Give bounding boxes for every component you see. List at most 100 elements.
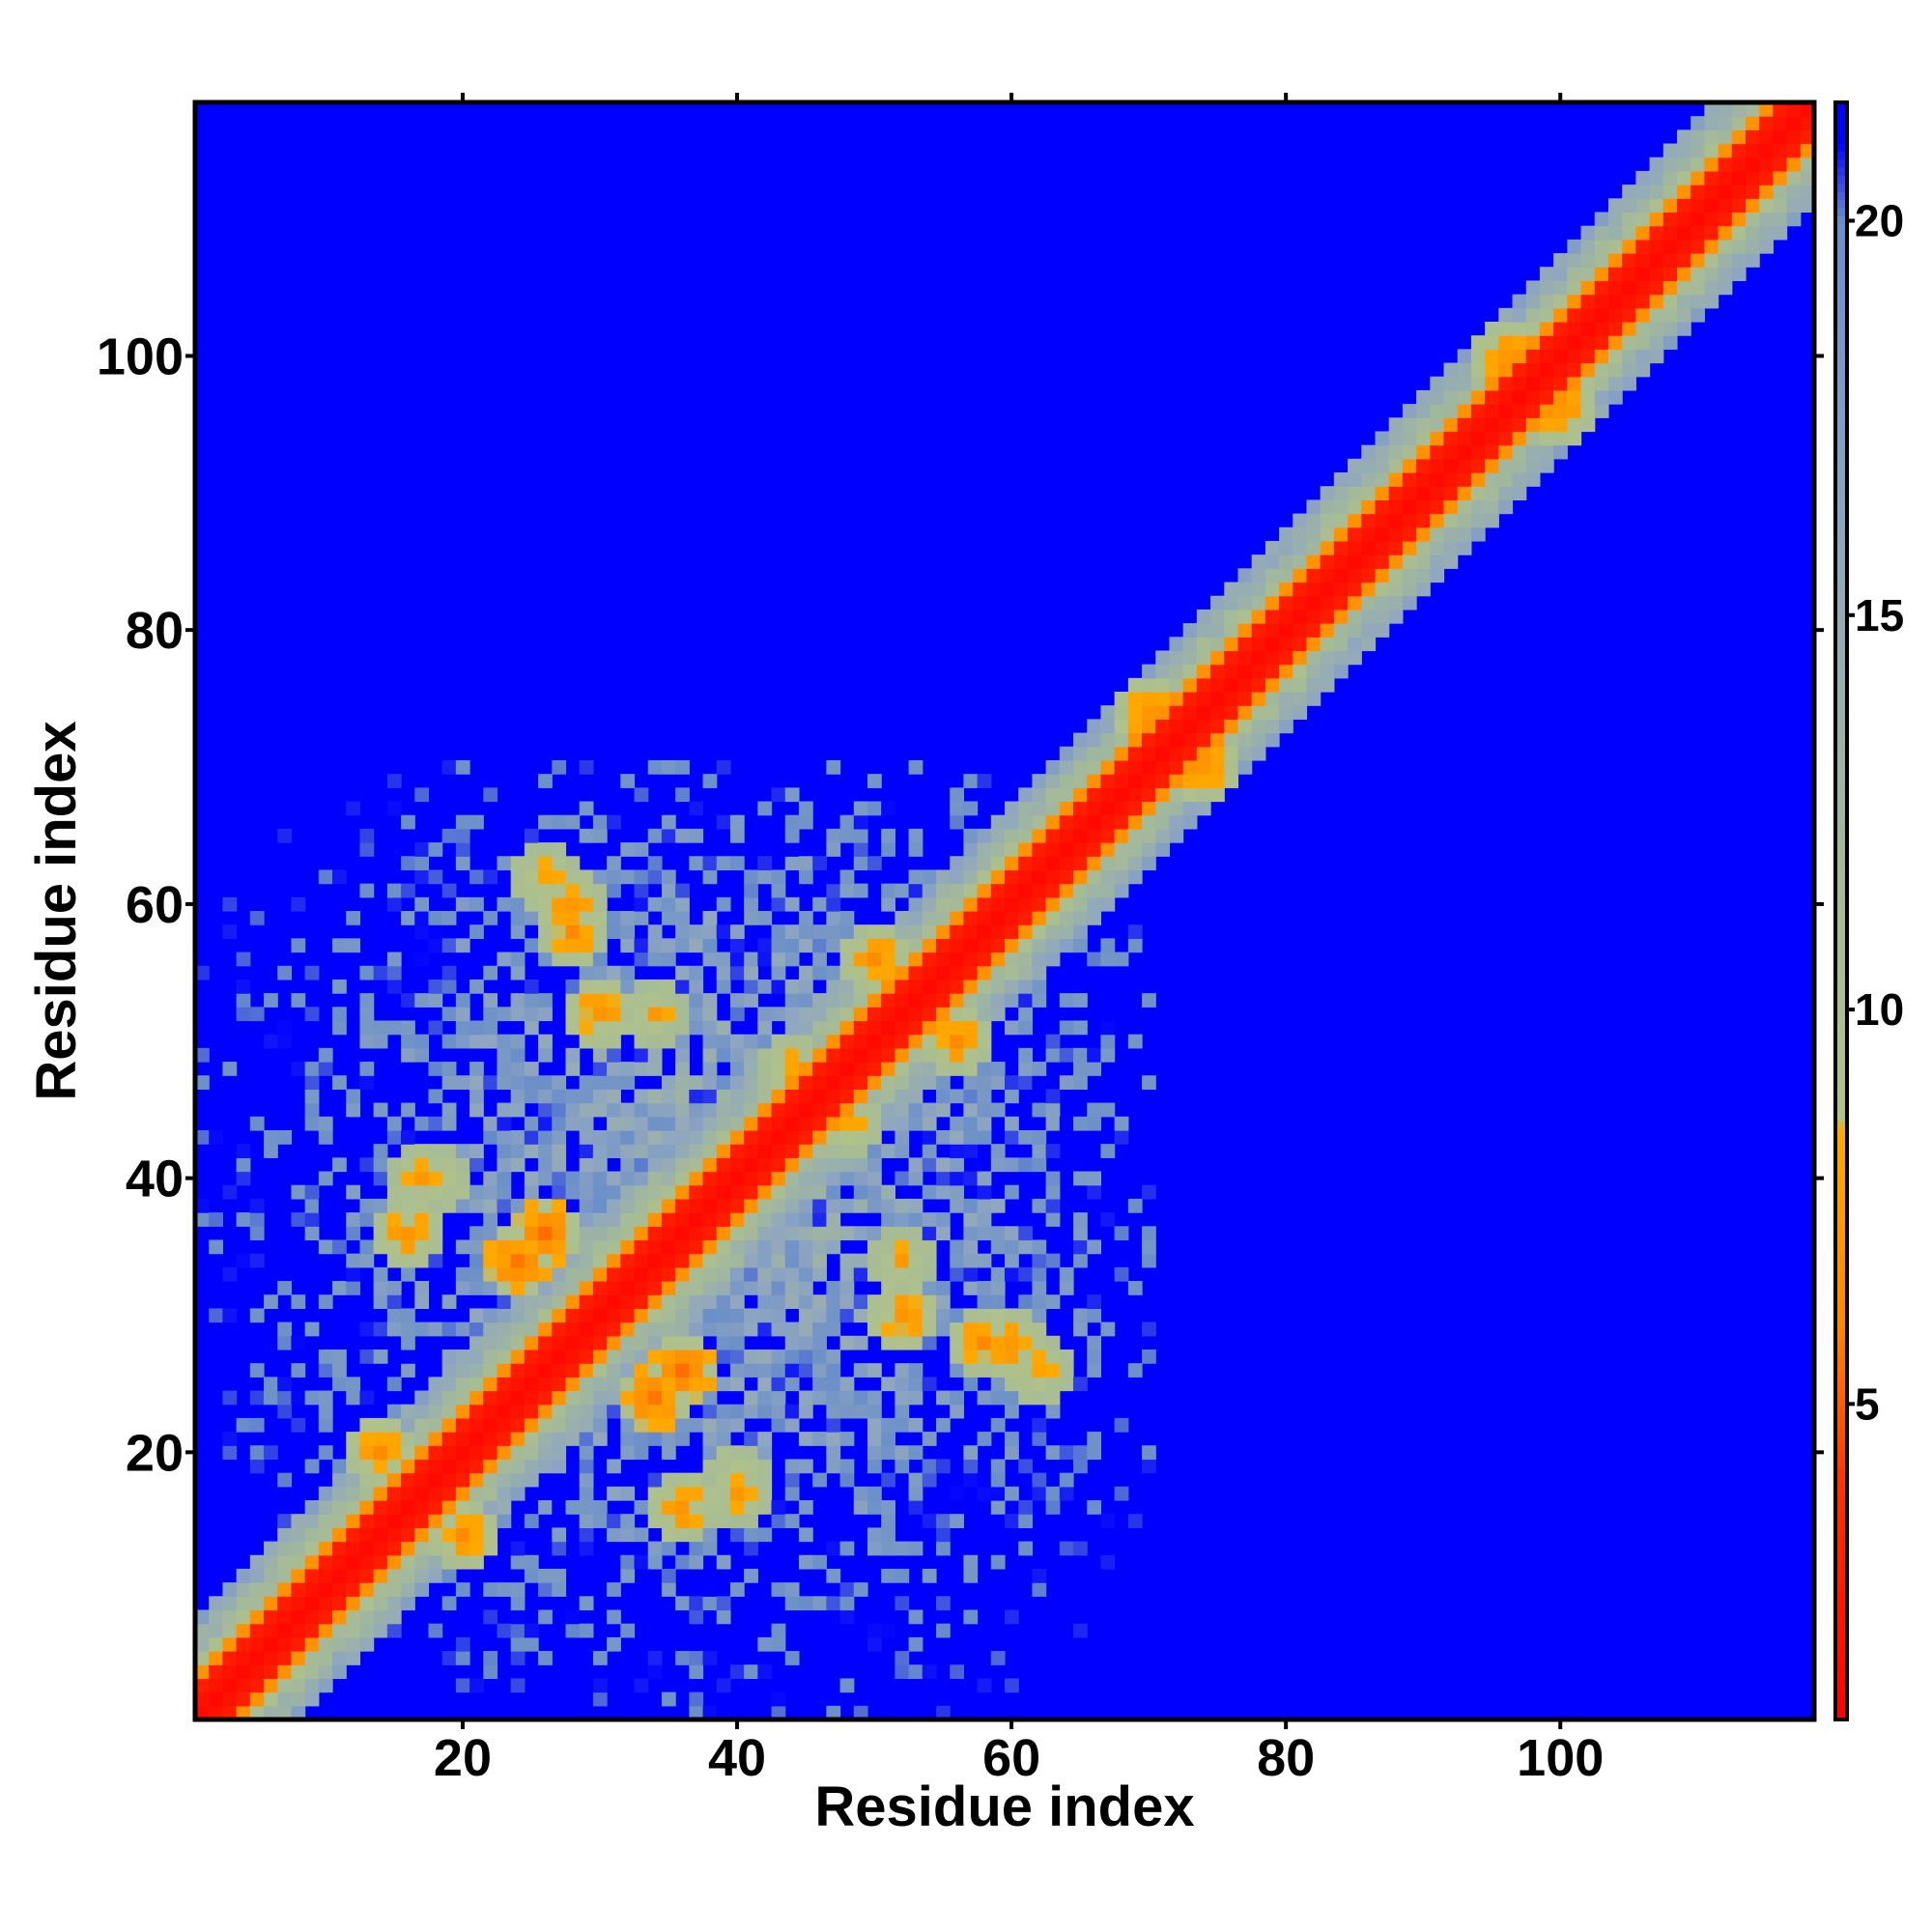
colorbar-segment bbox=[1835, 1048, 1847, 1058]
heatmap-cell bbox=[950, 1253, 964, 1268]
heatmap-cell bbox=[634, 952, 649, 967]
heatmap-cell bbox=[1690, 143, 1705, 158]
heatmap-cell bbox=[689, 1651, 704, 1665]
colorbar-segment bbox=[1835, 911, 1847, 920]
heatmap-cell bbox=[469, 1144, 484, 1158]
heatmap-cell bbox=[1059, 759, 1074, 775]
heatmap-cell bbox=[195, 1678, 210, 1693]
heatmap-cell bbox=[950, 856, 964, 871]
heatmap-cell bbox=[634, 1294, 649, 1310]
heatmap-cell bbox=[922, 1321, 937, 1337]
heatmap-cell bbox=[524, 1308, 539, 1323]
heatmap-cell bbox=[1416, 417, 1431, 433]
heatmap-cell bbox=[675, 1144, 690, 1158]
heatmap-cell bbox=[291, 1568, 306, 1583]
heatmap-cell bbox=[716, 1335, 731, 1350]
heatmap-cell bbox=[565, 1089, 581, 1104]
heatmap-cell bbox=[401, 1500, 415, 1515]
heatmap-cell bbox=[1498, 389, 1514, 405]
heatmap-cell bbox=[1237, 732, 1253, 748]
heatmap-cell bbox=[950, 1321, 964, 1337]
heatmap-cell bbox=[1320, 637, 1335, 652]
heatmap-cell bbox=[1018, 1047, 1033, 1063]
heatmap-cell bbox=[1416, 404, 1431, 418]
heatmap-cell bbox=[729, 828, 745, 843]
heatmap-cell bbox=[1169, 705, 1184, 720]
heatmap-cell bbox=[881, 1417, 895, 1433]
heatmap-cell bbox=[455, 1020, 470, 1036]
heatmap-cell bbox=[1100, 732, 1116, 748]
heatmap-cell bbox=[950, 814, 964, 830]
heatmap-cell bbox=[373, 965, 388, 980]
heatmap-cell bbox=[1182, 787, 1198, 803]
heatmap-cell bbox=[963, 801, 979, 816]
heatmap-cell bbox=[592, 1308, 608, 1323]
heatmap-cell bbox=[524, 1636, 539, 1652]
heatmap-cell bbox=[1073, 1445, 1088, 1461]
heatmap-cell bbox=[867, 1294, 882, 1310]
heatmap-cell bbox=[1264, 637, 1280, 652]
heatmap-cell bbox=[209, 1596, 223, 1611]
heatmap-cell bbox=[620, 979, 636, 994]
colorbar-segment bbox=[1835, 118, 1847, 128]
heatmap-cell bbox=[1114, 1486, 1129, 1501]
heatmap-cell bbox=[1567, 362, 1582, 378]
heatmap-cell bbox=[607, 1363, 621, 1378]
heatmap-cell bbox=[729, 1102, 745, 1118]
heatmap-cell bbox=[702, 938, 718, 953]
heatmap-cell bbox=[867, 1459, 882, 1474]
heatmap-cell bbox=[1388, 513, 1404, 528]
heatmap-cell bbox=[620, 1239, 636, 1255]
heatmap-cell bbox=[729, 1294, 745, 1310]
heatmap-cell bbox=[1690, 185, 1705, 199]
heatmap-cell bbox=[647, 1062, 663, 1076]
heatmap-cell bbox=[579, 1349, 594, 1364]
heatmap-cell bbox=[757, 1445, 773, 1461]
heatmap-cell bbox=[716, 1514, 731, 1528]
colorbar-segment bbox=[1835, 919, 1847, 928]
heatmap-cell bbox=[1731, 156, 1747, 172]
heatmap-cell bbox=[1525, 294, 1541, 309]
heatmap-cell bbox=[990, 1335, 1006, 1350]
heatmap-cell bbox=[1100, 1034, 1116, 1049]
heatmap-cell bbox=[1635, 280, 1651, 296]
heatmap-cell bbox=[867, 1266, 882, 1282]
heatmap-cell bbox=[483, 1075, 498, 1091]
heatmap-cell bbox=[839, 828, 855, 843]
heatmap-cell bbox=[1279, 705, 1293, 720]
heatmap-cell bbox=[1045, 1486, 1061, 1501]
heatmap-cell bbox=[236, 1636, 251, 1652]
heatmap-cell bbox=[908, 1266, 923, 1282]
heatmap-cell bbox=[469, 1514, 484, 1528]
heatmap-cell bbox=[1196, 692, 1211, 706]
heatmap-cell bbox=[661, 828, 676, 843]
heatmap-cell bbox=[1100, 869, 1116, 885]
heatmap-cell bbox=[346, 1596, 361, 1611]
heatmap-cell bbox=[1018, 1239, 1033, 1255]
heatmap-cell bbox=[895, 993, 910, 1008]
heatmap-cell bbox=[881, 924, 895, 939]
heatmap-cell bbox=[565, 1609, 581, 1625]
heatmap-cell bbox=[386, 1527, 402, 1543]
heatmap-cell bbox=[236, 1144, 251, 1158]
heatmap-cell bbox=[675, 1226, 690, 1241]
heatmap-cell bbox=[607, 1184, 621, 1200]
heatmap-cell bbox=[359, 1020, 375, 1036]
heatmap-cell bbox=[414, 1144, 430, 1158]
heatmap-cell bbox=[895, 1102, 910, 1118]
heatmap-cell bbox=[771, 1390, 786, 1406]
heatmap-cell bbox=[1059, 911, 1074, 925]
heatmap-cell bbox=[826, 828, 841, 843]
heatmap-cell bbox=[620, 1294, 636, 1310]
heatmap-cell bbox=[990, 979, 1006, 994]
heatmap-cell bbox=[414, 1417, 430, 1433]
heatmap-cell bbox=[414, 1034, 430, 1049]
heatmap-cell bbox=[414, 1459, 430, 1474]
heatmap-cell bbox=[469, 1089, 484, 1104]
heatmap-cell bbox=[1622, 212, 1636, 227]
heatmap-cell bbox=[950, 1308, 964, 1323]
heatmap-cell bbox=[729, 1459, 745, 1474]
heatmap-cell bbox=[1127, 828, 1143, 843]
heatmap-cell bbox=[744, 1390, 758, 1406]
heatmap-cell bbox=[1293, 664, 1308, 679]
